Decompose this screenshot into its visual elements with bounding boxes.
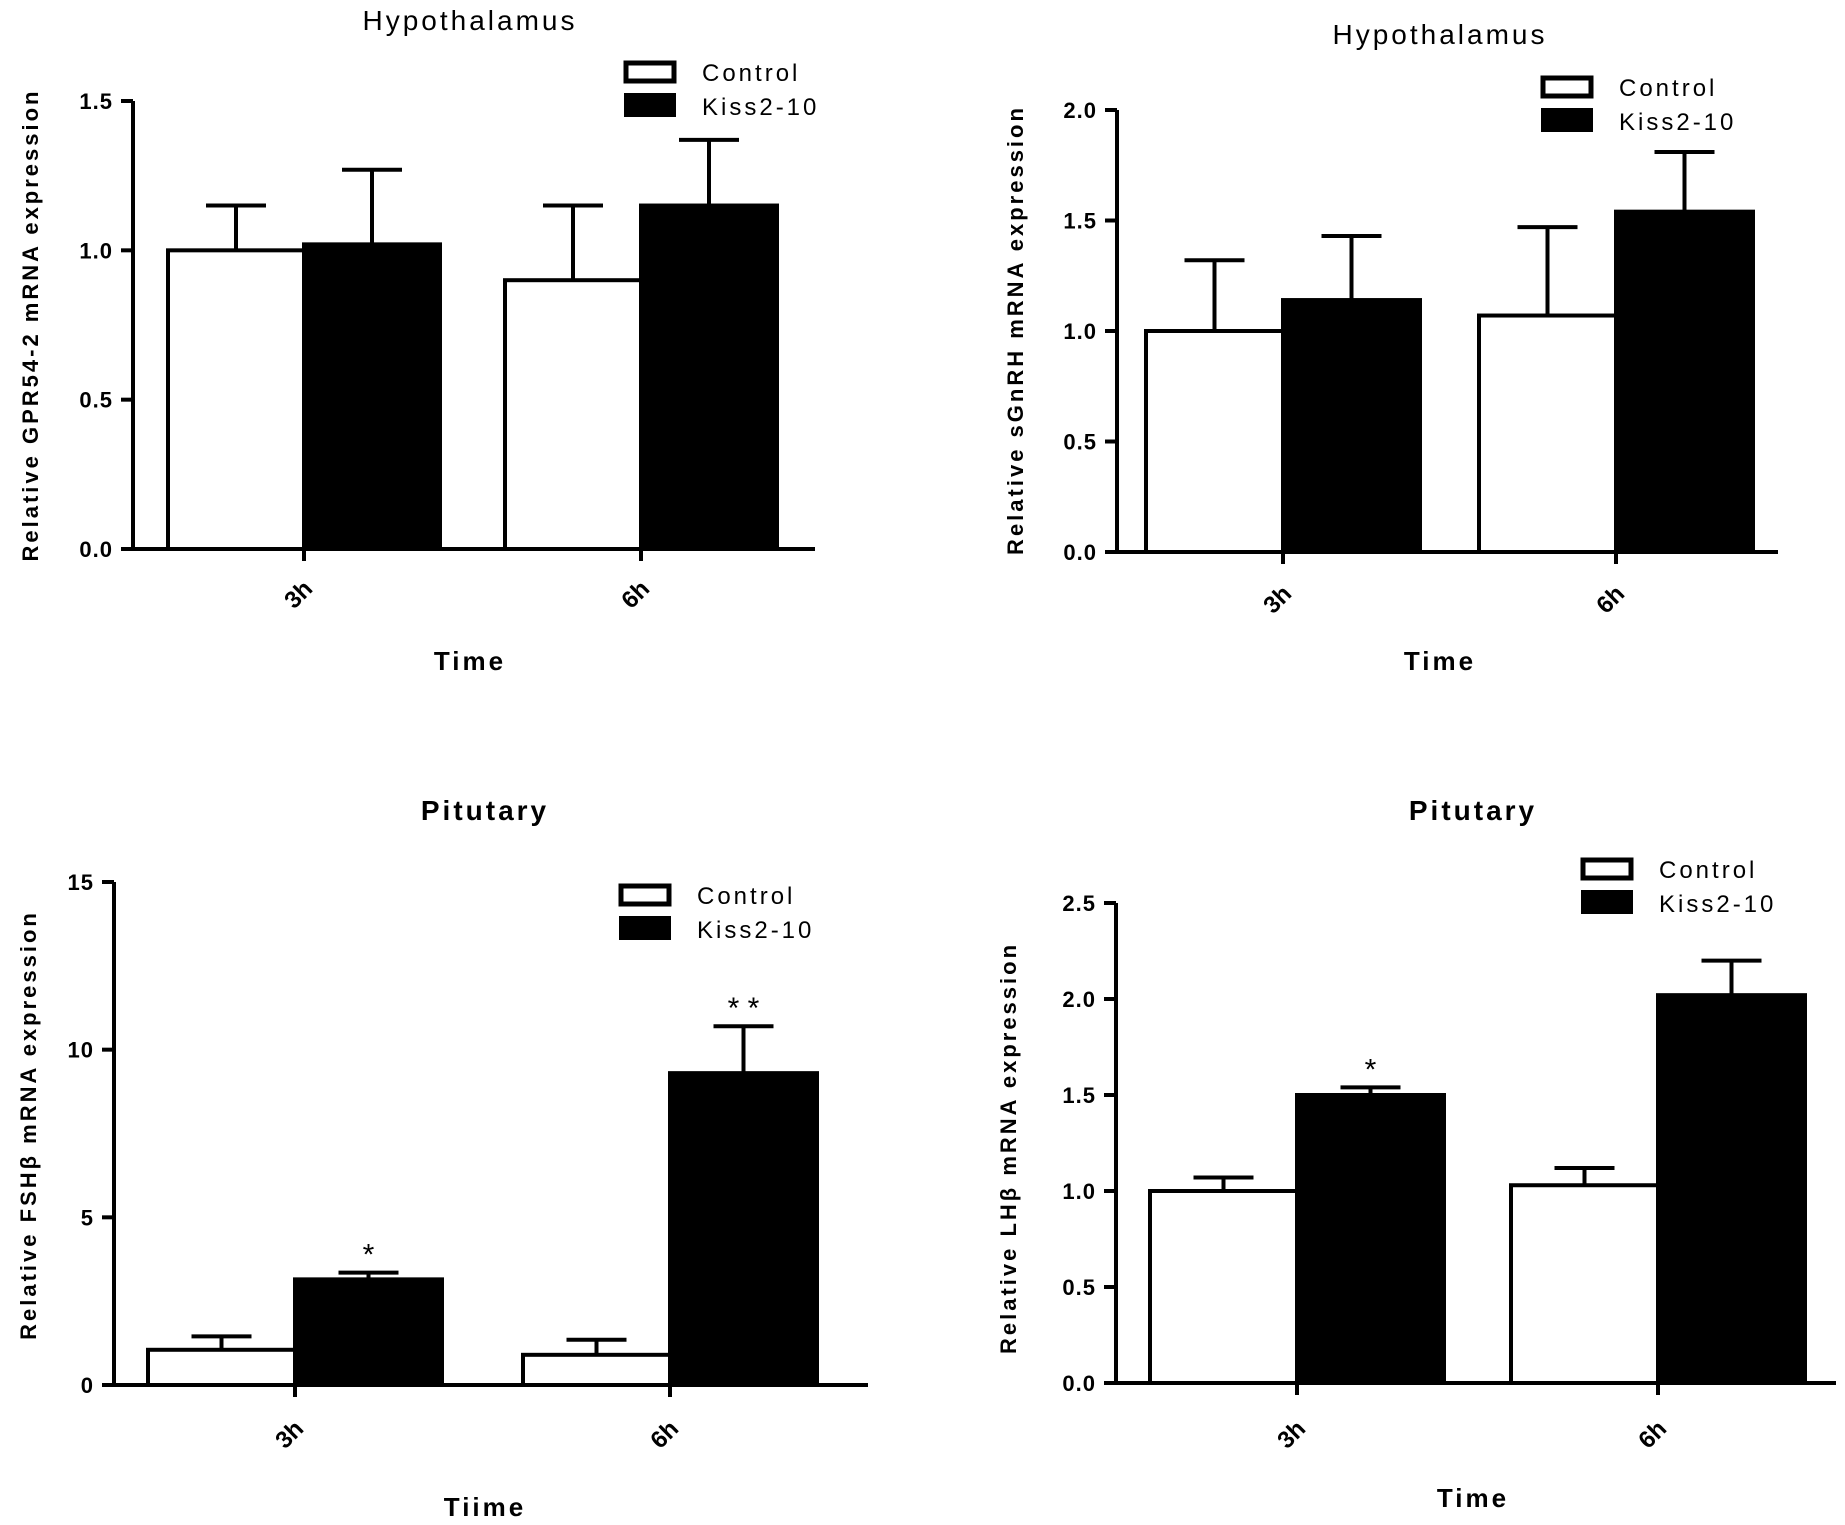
x-axis-label: Time bbox=[1437, 1483, 1509, 1513]
x-tick-label: 6h bbox=[645, 1415, 684, 1454]
bar-control-3h bbox=[166, 248, 306, 551]
legend-swatch-control bbox=[1580, 857, 1634, 881]
legend-label-kiss2-10: Kiss2-10 bbox=[702, 94, 819, 121]
bar-control-3h bbox=[1144, 329, 1285, 554]
legend-label-control: Control bbox=[1619, 75, 1717, 102]
bar-control-6h bbox=[521, 1352, 672, 1387]
bar-kiss2-10-6h bbox=[668, 1071, 819, 1387]
bar-control-3h bbox=[1148, 1189, 1299, 1385]
bar-kiss2-10-6h bbox=[1614, 209, 1755, 554]
chart-panel-3: Pitutary Relative FSHβ mRNA expression Tii… bbox=[16, 795, 868, 1522]
x-tick-label: 3h bbox=[279, 575, 318, 614]
bar-control-6h bbox=[1509, 1183, 1660, 1385]
x-tick-label: 6h bbox=[1633, 1415, 1672, 1454]
y-tick-label: 2.0 bbox=[1063, 98, 1097, 123]
legend: Control Kiss2-10 bbox=[618, 883, 814, 944]
legend-label-control: Control bbox=[1659, 857, 1757, 884]
chart-title: Hypothalamus bbox=[363, 5, 578, 36]
y-tick-label: 1.0 bbox=[1062, 1179, 1096, 1204]
bar-kiss2-10-6h bbox=[1656, 993, 1807, 1385]
legend-swatch-control bbox=[623, 60, 677, 84]
y-tick-label: 0.0 bbox=[1063, 540, 1097, 565]
x-axis-label: Time bbox=[434, 646, 506, 676]
legend: Control Kiss2-10 bbox=[1540, 75, 1736, 136]
legend: Control Kiss2-10 bbox=[1580, 857, 1776, 918]
chart-title: Pitutary bbox=[1409, 795, 1537, 826]
legend-label-control: Control bbox=[697, 883, 795, 910]
y-tick-label: 0.0 bbox=[79, 537, 113, 562]
x-tick-label: 3h bbox=[1272, 1415, 1311, 1454]
legend-swatch-kiss2-10 bbox=[1541, 108, 1593, 132]
y-tick-label: 1.5 bbox=[79, 89, 113, 114]
y-axis-label: Relative GPR54-2 mRNA expression bbox=[18, 89, 43, 562]
legend-swatch-kiss2-10 bbox=[619, 916, 671, 940]
significance-marker: * bbox=[363, 1239, 375, 1272]
legend-label-kiss2-10: Kiss2-10 bbox=[697, 917, 814, 944]
bar-control-6h bbox=[1477, 313, 1618, 554]
bar-kiss2-10-3h bbox=[293, 1277, 444, 1387]
y-tick-label: 1.5 bbox=[1063, 209, 1097, 234]
chart-panel-2: Hypothalamus Relative sGnRH mRNA expressi… bbox=[1003, 19, 1778, 676]
bar-kiss2-10-3h bbox=[302, 242, 442, 552]
y-tick-label: 0.5 bbox=[1063, 430, 1097, 455]
chart-title: Hypothalamus bbox=[1333, 19, 1548, 50]
legend-label-kiss2-10: Kiss2-10 bbox=[1659, 891, 1776, 918]
x-tick-label: 3h bbox=[1258, 580, 1297, 619]
legend-swatch-control bbox=[618, 883, 672, 907]
chart-panel-1: Hypothalamus Relative GPR54-2 mRNA expres… bbox=[18, 5, 819, 676]
x-tick-label: 3h bbox=[270, 1415, 309, 1454]
x-tick-label: 6h bbox=[1591, 580, 1630, 619]
y-tick-label: 15 bbox=[68, 870, 94, 895]
y-tick-label: 0.0 bbox=[1062, 1371, 1096, 1396]
y-tick-label: 0 bbox=[81, 1373, 94, 1398]
legend-swatch-kiss2-10 bbox=[624, 93, 676, 117]
bar-kiss2-10-3h bbox=[1295, 1093, 1446, 1385]
y-tick-label: 1.0 bbox=[79, 238, 113, 263]
y-tick-label: 0.5 bbox=[79, 388, 113, 413]
bar-kiss2-10-3h bbox=[1281, 298, 1422, 554]
y-tick-label: 2.5 bbox=[1062, 891, 1096, 916]
y-axis-label: Relative sGnRH mRNA expression bbox=[1003, 105, 1028, 555]
y-tick-label: 1.0 bbox=[1063, 319, 1097, 344]
x-axis-label: Tiime bbox=[444, 1492, 526, 1522]
y-axis-label: Relative LHβ mRNA expression bbox=[996, 942, 1021, 1354]
bar-kiss2-10-6h bbox=[639, 203, 779, 552]
chart-panel-4: Pitutary Relative LHβ mRNA expression Time… bbox=[996, 795, 1836, 1513]
significance-marker: * * bbox=[728, 992, 760, 1025]
x-axis-label: Time bbox=[1404, 646, 1476, 676]
y-tick-label: 2.0 bbox=[1062, 987, 1096, 1012]
x-tick-label: 6h bbox=[616, 575, 655, 614]
significance-marker: * bbox=[1365, 1053, 1377, 1086]
y-tick-label: 5 bbox=[81, 1205, 94, 1230]
y-tick-label: 10 bbox=[68, 1038, 94, 1063]
legend-swatch-control bbox=[1540, 75, 1594, 99]
bar-control-6h bbox=[503, 278, 643, 551]
legend-swatch-kiss2-10 bbox=[1581, 890, 1633, 914]
legend: Control Kiss2-10 bbox=[623, 60, 819, 121]
legend-label-kiss2-10: Kiss2-10 bbox=[1619, 109, 1736, 136]
legend-label-control: Control bbox=[702, 60, 800, 87]
y-tick-label: 1.5 bbox=[1062, 1083, 1096, 1108]
y-tick-label: 0.5 bbox=[1062, 1275, 1096, 1300]
chart-title: Pitutary bbox=[421, 795, 549, 826]
bar-control-3h bbox=[146, 1347, 297, 1388]
y-axis-label: Relative FSHβ mRNA expression bbox=[16, 910, 41, 1340]
